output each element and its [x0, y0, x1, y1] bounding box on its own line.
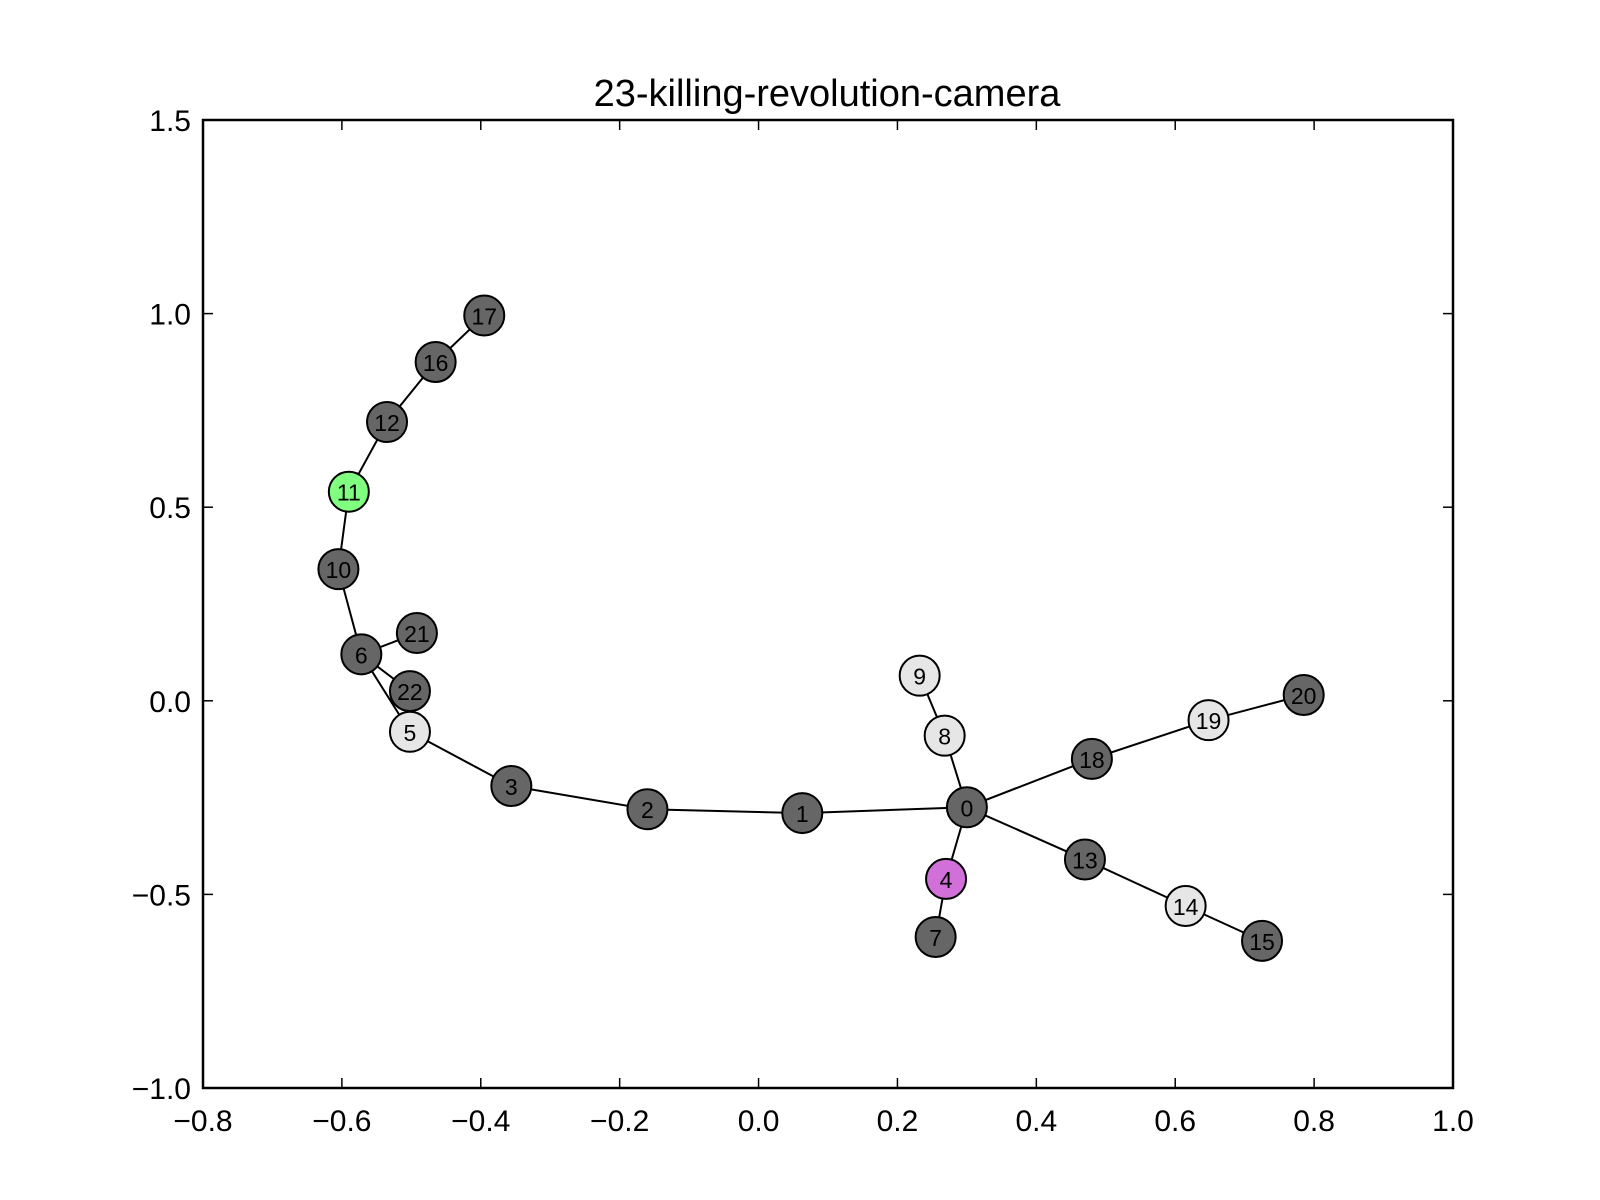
node-14: 14	[1164, 885, 1207, 928]
x-tick-label: −0.4	[451, 1105, 510, 1138]
x-tick-label: −0.2	[590, 1105, 649, 1138]
node-circle	[781, 792, 824, 835]
node-label: 19	[1196, 708, 1222, 734]
edge-0-13	[966, 806, 1086, 861]
node-15: 15	[1241, 919, 1284, 962]
node-label: 5	[404, 720, 417, 746]
node-label: 21	[404, 621, 430, 647]
node-circle	[317, 548, 360, 591]
node-label: 9	[913, 664, 926, 690]
node-0: 0	[945, 786, 988, 829]
node-3: 3	[490, 764, 533, 807]
edge-0-1	[802, 806, 967, 815]
y-tick-label: 1.5	[149, 105, 191, 138]
node-label: 6	[355, 642, 368, 668]
node-1: 1	[781, 792, 824, 835]
edge-0-18	[966, 757, 1093, 809]
node-circle	[327, 470, 370, 513]
node-2: 2	[626, 788, 669, 831]
y-tick-label: 1.0	[149, 299, 191, 332]
x-tick-label: 0.6	[1154, 1105, 1196, 1138]
node-16: 16	[414, 341, 457, 383]
node-10: 10	[317, 548, 360, 591]
node-label: 15	[1249, 929, 1275, 955]
node-4: 4	[925, 857, 968, 900]
node-19: 19	[1187, 699, 1230, 742]
node-circle	[626, 788, 669, 831]
node-label: 20	[1291, 683, 1317, 709]
node-9: 9	[898, 654, 941, 697]
edge-1-2	[647, 808, 803, 815]
edge-2-3	[511, 784, 648, 811]
node-circle	[388, 670, 431, 713]
node-circle	[366, 401, 409, 444]
node-circle	[1241, 919, 1284, 962]
node-circle	[1282, 673, 1325, 716]
node-label: 13	[1072, 848, 1098, 874]
node-label: 10	[326, 557, 352, 583]
node-7: 7	[914, 915, 957, 958]
y-tick-label: −0.5	[132, 879, 191, 912]
y-tick-label: −1.0	[132, 1073, 191, 1106]
plot-title: 23-killing-revolution-camera	[594, 73, 1062, 115]
node-circle	[1070, 737, 1113, 780]
node-20: 20	[1282, 673, 1325, 716]
node-label: 4	[940, 867, 953, 893]
x-tick-label: 0.4	[1015, 1105, 1057, 1138]
node-circle	[925, 857, 968, 900]
node-circle	[1164, 885, 1207, 928]
node-circle	[945, 786, 988, 829]
edges-layer	[337, 314, 1304, 942]
axes-frame	[201, 118, 1455, 1090]
node-circle	[395, 612, 438, 655]
node-label: 22	[397, 679, 423, 705]
node-label: 8	[938, 724, 951, 750]
node-label: 14	[1173, 894, 1199, 920]
node-22: 22	[388, 670, 431, 713]
node-label: 3	[505, 774, 518, 800]
node-6: 6	[340, 633, 383, 676]
node-13: 13	[1063, 838, 1106, 881]
node-12: 12	[366, 401, 409, 444]
node-label: 2	[641, 797, 654, 823]
node-5: 5	[388, 710, 431, 753]
x-tick-label: 0.0	[738, 1105, 780, 1138]
node-18: 18	[1070, 737, 1113, 780]
node-label: 0	[960, 795, 973, 821]
node-circle	[923, 714, 966, 757]
node-circle	[1063, 838, 1106, 881]
node-label: 17	[471, 304, 497, 330]
node-circle	[914, 915, 957, 958]
x-tick-label: 1.0	[1432, 1105, 1474, 1138]
x-tick-label: 0.2	[877, 1105, 919, 1138]
x-tick-label: 0.8	[1293, 1105, 1335, 1138]
node-label: 1	[796, 801, 809, 827]
node-17: 17	[463, 294, 506, 337]
node-circle	[414, 341, 457, 383]
node-21: 21	[395, 612, 438, 655]
x-tick-label: −0.6	[312, 1105, 371, 1138]
node-circle	[463, 294, 506, 337]
node-11: 11	[327, 470, 370, 513]
node-circle	[340, 633, 383, 676]
node-label: 11	[337, 480, 361, 506]
node-label: 16	[423, 350, 449, 376]
y-tick-label: 0.5	[149, 492, 191, 525]
node-circle	[490, 764, 533, 807]
node-circle	[898, 654, 941, 697]
x-tick-label: −0.8	[173, 1105, 232, 1138]
node-label: 18	[1079, 747, 1105, 773]
node-label: 7	[929, 925, 942, 951]
axis-ticks: −0.8 −0.6 −0.4 −0.2 0.0 0.2 0.4 0.6 0.8 1.0 −1.0 −0…	[132, 105, 1474, 1138]
node-8: 8	[923, 714, 966, 757]
y-tick-label: 0.0	[149, 686, 191, 719]
node-circle	[1187, 699, 1230, 742]
node-label: 12	[374, 410, 400, 436]
